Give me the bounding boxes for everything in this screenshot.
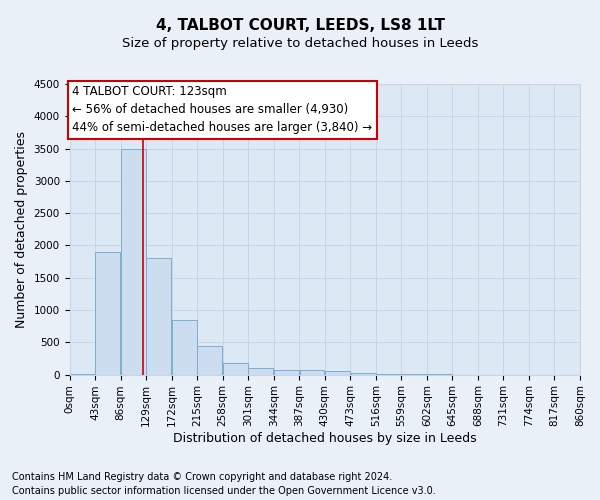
Bar [325, 372, 350, 374]
Text: 4 TALBOT COURT: 123sqm
← 56% of detached houses are smaller (4,930)
44% of semi-: 4 TALBOT COURT: 123sqm ← 56% of detached… [73, 86, 373, 134]
X-axis label: Distribution of detached houses by size in Leeds: Distribution of detached houses by size … [173, 432, 476, 445]
Bar [172, 320, 197, 374]
Bar [197, 346, 223, 374]
Text: Contains HM Land Registry data © Crown copyright and database right 2024.: Contains HM Land Registry data © Crown c… [12, 472, 392, 482]
Bar [121, 148, 146, 374]
Bar [299, 370, 325, 374]
Bar [248, 368, 274, 374]
Text: Size of property relative to detached houses in Leeds: Size of property relative to detached ho… [122, 38, 478, 51]
Bar [274, 370, 299, 374]
Bar [223, 364, 248, 374]
Text: 4, TALBOT COURT, LEEDS, LS8 1LT: 4, TALBOT COURT, LEEDS, LS8 1LT [155, 18, 445, 32]
Bar [146, 258, 172, 374]
Bar [95, 252, 120, 374]
Bar [350, 372, 376, 374]
Y-axis label: Number of detached properties: Number of detached properties [15, 131, 28, 328]
Text: Contains public sector information licensed under the Open Government Licence v3: Contains public sector information licen… [12, 486, 436, 496]
